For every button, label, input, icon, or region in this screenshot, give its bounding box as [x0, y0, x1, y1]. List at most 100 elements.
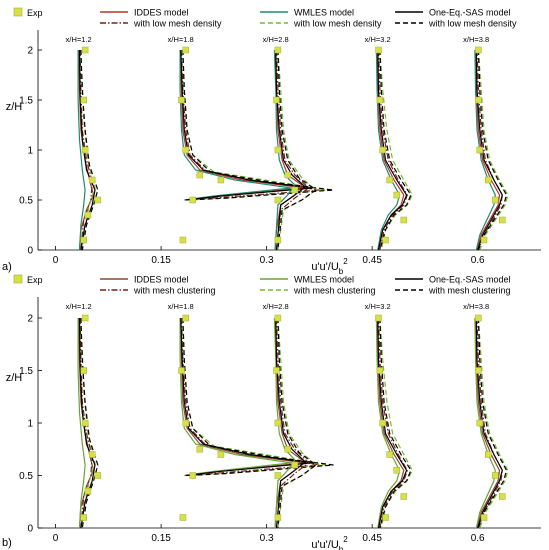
exp-marker [480, 236, 488, 244]
x-axis-label-sup: 2 [343, 535, 348, 544]
station-4: x/H=3.8 [463, 35, 509, 251]
exp-marker [182, 419, 189, 427]
exp-marker [480, 514, 488, 521]
exp-marker [274, 419, 282, 427]
exp-marker [400, 493, 408, 500]
exp-marker [382, 236, 389, 244]
y-tick-label: 1 [27, 419, 33, 430]
exp-marker [94, 472, 102, 479]
series-iddes-line [274, 317, 303, 529]
station-3: x/H=3.2 [365, 302, 413, 529]
legend-label-1: with low mesh density [133, 19, 222, 29]
station-label: x/H=1.8 [168, 302, 194, 311]
series-wmles-mod-line [379, 317, 413, 529]
series-sas-mod-line [80, 317, 99, 529]
legend-label-3: with low mesh density [293, 19, 382, 29]
series-iddes-line [274, 49, 303, 251]
exp-marker [400, 216, 408, 224]
exp-marker [291, 186, 299, 194]
y-tick-label: 1.5 [19, 96, 33, 107]
exp-marker [196, 446, 204, 453]
series-wmles-mod-line [181, 317, 327, 477]
x-axis-label-main: u'u'/U [311, 539, 338, 550]
exp-marker [81, 419, 89, 427]
exp-marker [499, 216, 506, 224]
exp-marker [274, 146, 282, 154]
exp-marker [376, 367, 384, 374]
legend-label-0: IDDES model [134, 8, 189, 18]
exp-marker [189, 472, 197, 479]
x-tick-label: 0.45 [362, 533, 382, 544]
station-label: x/H=3.2 [365, 35, 391, 44]
exp-marker [274, 514, 282, 521]
exp-marker [499, 493, 506, 500]
exp-marker [274, 46, 282, 54]
station-label: x/H=1.2 [66, 35, 92, 44]
exp-marker [273, 367, 280, 374]
x-axis-label-sup: 2 [343, 257, 348, 266]
legend-label-4: One-Eq.-SAS model [429, 8, 511, 18]
exp-marker [80, 514, 87, 521]
series-sas-mod-line [379, 317, 412, 529]
station-2: x/H=2.8 [263, 302, 317, 529]
legend-exp-marker [13, 7, 23, 17]
station-label: x/H=1.2 [66, 302, 92, 311]
x-tick-label: 0.6 [471, 255, 485, 266]
legend-label-2: WMLES model [294, 275, 354, 285]
exp-marker [393, 467, 401, 474]
exp-marker [178, 367, 185, 374]
exp-marker [492, 472, 499, 479]
exp-marker [284, 171, 291, 179]
y-tick-label: 2 [27, 46, 33, 57]
exp-marker [476, 419, 484, 427]
exp-marker [379, 146, 386, 154]
series-iddes-line [475, 49, 501, 251]
exp-marker [178, 96, 185, 104]
series-sas-mod-line [477, 49, 508, 251]
series-wmles-line [179, 318, 292, 477]
x-tick-label: 0.15 [151, 255, 171, 266]
x-axis-label-sub: b [339, 545, 344, 550]
station-4: x/H=3.8 [463, 302, 509, 529]
x-axis-label-main: u'u'/U [311, 261, 338, 273]
exp-marker [475, 46, 482, 54]
series-wmles-line [77, 318, 86, 529]
series-wmles-line [77, 50, 86, 251]
y-tick-label: 0.5 [19, 471, 33, 482]
series-wmles-line [179, 50, 292, 201]
exp-marker [379, 419, 386, 427]
x-tick-label: 0 [53, 255, 59, 266]
x-tick-label: 0.3 [260, 533, 274, 544]
legend-label-5: with low mesh density [428, 19, 517, 29]
exp-marker [475, 314, 482, 322]
exp-marker [376, 96, 384, 104]
x-tick-label: 0.3 [260, 255, 274, 266]
station-label: x/H=2.8 [263, 35, 289, 44]
exp-marker [393, 191, 401, 199]
exp-marker [84, 211, 92, 219]
panel-label: b) [2, 537, 12, 549]
x-tick-label: 0.6 [471, 533, 485, 544]
y-tick-label: 1.5 [19, 366, 33, 377]
series-wmles-line [375, 317, 401, 529]
station-1: x/H=1.8 [168, 302, 334, 521]
series-wmles-line [474, 317, 496, 529]
series-sas-line [475, 317, 503, 529]
exp-marker [80, 96, 87, 104]
series-wmles-mod-line [379, 49, 413, 251]
exp-marker [196, 171, 204, 179]
y-axis-label: z/H [6, 101, 23, 113]
series-sas-line [275, 317, 307, 529]
y-tick-label: 0.5 [19, 196, 33, 207]
exp-marker [274, 472, 282, 479]
legend-exp-marker [13, 274, 23, 284]
legend-label-5: with mesh clustering [428, 286, 511, 296]
series-iddes-mod-line [377, 317, 408, 529]
exp-marker [484, 451, 492, 458]
series-sas-line [475, 49, 503, 251]
series-iddes-mod-line [180, 49, 320, 201]
exp-marker [88, 451, 96, 458]
exp-marker [81, 146, 89, 154]
